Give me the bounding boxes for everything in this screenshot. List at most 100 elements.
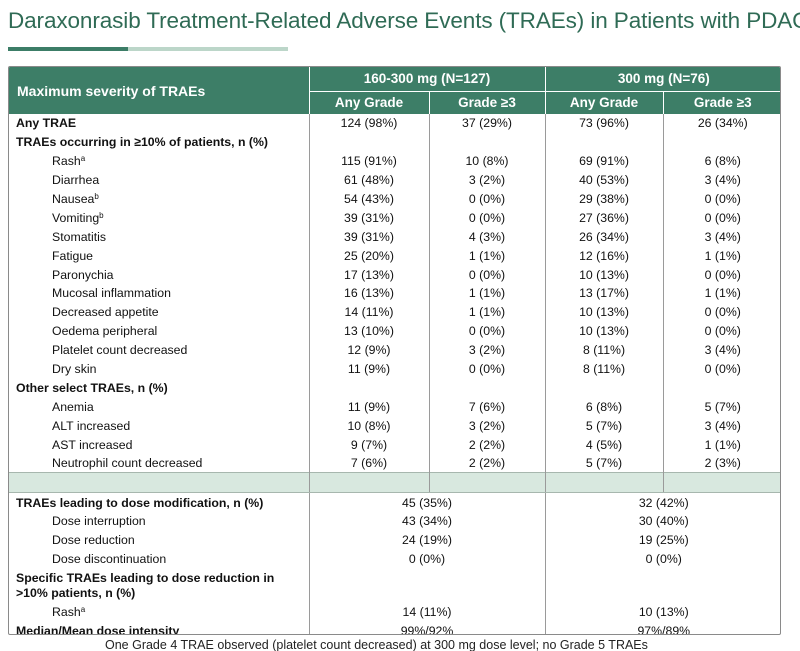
value-cell: 1 (1%)	[662, 246, 780, 266]
value-cell: 12 (9%)	[308, 340, 429, 360]
accent-bar-light	[128, 47, 288, 51]
row-label: Mucosal inflammation	[52, 286, 171, 301]
value-cell: 3 (4%)	[662, 416, 780, 436]
trae-table: Maximum severity of TRAEs 160-300 mg (N=…	[9, 67, 780, 635]
row-label: Neutrophil count decreased	[52, 456, 203, 471]
footnote-marker: a	[80, 154, 86, 164]
table-row: Mucosal inflammation 16 (13%) 1 (1%) 13 (17…	[9, 284, 780, 303]
table-row: Platelet count decreased 12 (9%) 3 (2%) 8 (…	[9, 340, 780, 360]
value-cell: 29 (38%)	[544, 189, 664, 209]
value-cell: 0 (0%)	[662, 321, 780, 341]
value-cell: 5 (7%)	[544, 416, 664, 436]
table-row: Anemia 11 (9%) 7 (6%) 6 (8%) 5 (7%)	[9, 397, 780, 417]
table-row: Median/Mean dose intensity 99%/92% 97%/89%	[9, 621, 780, 635]
value-cell: 115 (91%)	[308, 151, 429, 171]
row-label: Anemia	[52, 399, 94, 414]
row-label: Rasha	[52, 154, 86, 169]
merged-value-cell: 10 (13%)	[544, 602, 780, 622]
row-label: Dry skin	[52, 362, 97, 377]
value-cell: 1 (1%)	[428, 246, 546, 266]
value-cell: 73 (96%)	[544, 114, 664, 133]
table-row: Neutrophil count decreased 7 (6%) 2 (2%) 5 …	[9, 454, 780, 473]
merged-value-cell: 32 (42%)	[544, 492, 780, 512]
accent-bar-dark	[8, 47, 128, 51]
row-label: Median/Mean dose intensity	[16, 623, 180, 635]
table-row: Dry skin 11 (9%) 0 (0%) 8 (11%) 0 (0%)	[9, 359, 780, 379]
table-row: Decreased appetite 14 (11%) 1 (1%) 10 (13%)…	[9, 302, 780, 322]
value-cell: 12 (16%)	[544, 246, 664, 266]
header-grade3-1: Grade ≥3	[428, 91, 546, 114]
merged-value-cell: 19 (25%)	[544, 530, 780, 550]
row-label: Platelet count decreased	[52, 343, 188, 358]
value-cell: 0 (0%)	[662, 208, 780, 228]
row-label: Dose interruption	[52, 514, 146, 529]
table-row: Stomatitis 39 (31%) 4 (3%) 26 (34%) 3 (4%)	[9, 227, 780, 247]
row-label: Other select TRAEs, n (%)	[16, 380, 168, 395]
value-cell: 27 (36%)	[544, 208, 664, 228]
trae-table-container: Maximum severity of TRAEs 160-300 mg (N=…	[8, 66, 781, 635]
row-label: AST increased	[52, 437, 133, 452]
value-cell: 8 (11%)	[544, 359, 664, 379]
table-row: Nauseab 54 (43%) 0 (0%) 29 (38%) 0 (0%)	[9, 189, 780, 209]
table-header: Maximum severity of TRAEs 160-300 mg (N=…	[9, 67, 780, 114]
value-cell: 0 (0%)	[428, 321, 546, 341]
value-cell	[308, 132, 429, 152]
row-label: Nauseab	[52, 192, 99, 206]
value-cell: 40 (53%)	[544, 170, 664, 190]
value-cell: 16 (13%)	[308, 284, 429, 303]
value-cell: 0 (0%)	[428, 265, 546, 285]
value-cell: 0 (0%)	[662, 189, 780, 209]
row-label: Fatigue	[52, 248, 94, 263]
value-cell: 2 (2%)	[428, 454, 546, 473]
value-cell: 8 (11%)	[544, 340, 664, 360]
merged-value-cell: 99%/92%	[308, 621, 546, 634]
value-cell: 5 (7%)	[544, 454, 664, 473]
header-grade3-2: Grade ≥3	[662, 91, 780, 114]
value-cell	[428, 132, 546, 152]
value-cell: 69 (91%)	[544, 151, 664, 171]
value-cell: 10 (13%)	[544, 321, 664, 341]
value-cell: 39 (31%)	[308, 208, 429, 228]
value-cell: 6 (8%)	[662, 151, 780, 171]
value-cell: 2 (3%)	[662, 454, 780, 473]
footnote: One Grade 4 TRAE observed (platelet coun…	[105, 638, 648, 651]
value-cell: 5 (7%)	[662, 397, 780, 417]
value-cell: 0 (0%)	[662, 265, 780, 285]
value-cell: 1 (1%)	[662, 284, 780, 303]
table-separator	[9, 472, 780, 494]
merged-value-cell: 30 (40%)	[544, 511, 780, 531]
table-body-dose: TRAEs leading to dose modification, n (%…	[9, 492, 780, 635]
title-accent-bar	[8, 47, 288, 51]
footnote-marker: a	[80, 604, 86, 614]
table-row: Vomitingb 39 (31%) 0 (0%) 27 (36%) 0 (0%)	[9, 208, 780, 228]
table-row: Oedema peripheral 13 (10%) 0 (0%) 10 (13%) 0…	[9, 321, 780, 341]
row-label: Paronychia	[52, 267, 114, 282]
value-cell	[662, 132, 780, 152]
value-cell: 11 (9%)	[308, 359, 429, 379]
value-cell: 3 (4%)	[662, 340, 780, 360]
value-cell: 3 (4%)	[662, 227, 780, 247]
merged-value-cell: 14 (11%)	[308, 602, 546, 622]
value-cell: 0 (0%)	[428, 208, 546, 228]
page-title: Daraxonrasib Treatment-Related Adverse E…	[8, 8, 800, 33]
table-row: Any TRAE 124 (98%) 37 (29%) 73 (96%) 26 (34%…	[9, 114, 780, 133]
table-row: Other select TRAEs, n (%)	[9, 378, 780, 398]
table-row: TRAEs occurring in ≥10% of patients, n (…	[9, 132, 780, 152]
row-label: Any TRAE	[16, 116, 77, 131]
table-row: Diarrhea 61 (48%) 3 (2%) 40 (53%) 3 (4%)	[9, 170, 780, 190]
header-group-160-300: 160-300 mg (N=127)	[308, 67, 546, 92]
value-cell: 14 (11%)	[308, 302, 429, 322]
header-any-grade-2: Any Grade	[544, 91, 664, 114]
value-cell: 1 (1%)	[428, 302, 546, 322]
row-label: Diarrhea	[52, 173, 100, 188]
value-cell: 26 (34%)	[662, 114, 780, 133]
value-cell: 37 (29%)	[428, 114, 546, 133]
value-cell	[428, 378, 546, 398]
value-cell: 4 (3%)	[428, 227, 546, 247]
value-cell: 9 (7%)	[308, 435, 429, 455]
merged-value-cell: 97%/89%	[544, 621, 780, 634]
separator-row	[9, 472, 780, 494]
table-row: Specific TRAEs leading to dose reduction…	[9, 568, 780, 603]
value-cell	[662, 378, 780, 398]
value-cell	[544, 132, 664, 152]
